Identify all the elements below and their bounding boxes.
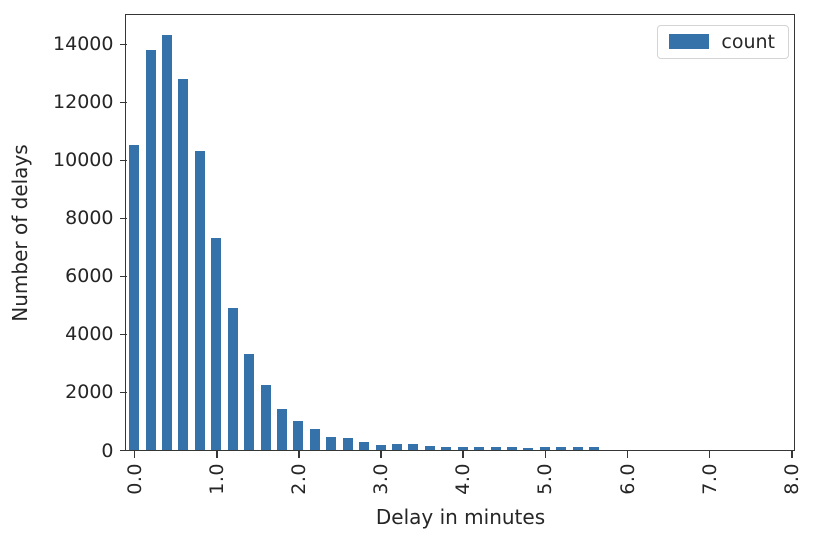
- bar: [227, 307, 238, 450]
- x-axis-label: Delay in minutes: [375, 505, 546, 529]
- x-tick-label: 5.0: [534, 462, 557, 495]
- bar: [506, 447, 517, 450]
- bar: [178, 78, 189, 450]
- bar: [441, 447, 452, 450]
- y-tick-label: 2000: [65, 381, 114, 404]
- legend-label: count: [721, 30, 775, 53]
- y-tick-mark: [119, 275, 127, 278]
- y-tick-label: 10000: [53, 149, 114, 172]
- bar: [523, 447, 534, 450]
- y-tick-mark: [119, 101, 127, 104]
- y-tick-label: 14000: [53, 33, 114, 56]
- bar: [244, 354, 255, 450]
- x-tick-mark: [133, 450, 136, 458]
- x-tick-label: 0.0: [123, 462, 146, 495]
- legend: count: [657, 24, 789, 59]
- y-tick-mark: [119, 449, 127, 452]
- x-tick-mark: [216, 450, 218, 458]
- bar: [457, 447, 468, 450]
- bar: [556, 447, 567, 450]
- x-tick-mark: [298, 450, 300, 458]
- plot-area: count: [125, 13, 795, 451]
- bar: [145, 49, 156, 450]
- bar: [391, 443, 402, 450]
- bar: [408, 443, 419, 450]
- legend-swatch-icon: [669, 34, 710, 49]
- y-tick-label: 0: [101, 439, 114, 462]
- bar: [211, 238, 222, 450]
- bar: [161, 35, 172, 450]
- x-tick-label: 1.0: [205, 462, 228, 495]
- bar: [359, 442, 370, 450]
- bar: [293, 421, 304, 450]
- bars-layer: [126, 15, 794, 450]
- x-tick-label: 2.0: [287, 462, 310, 495]
- y-tick-mark: [119, 217, 127, 220]
- x-tick-label: 6.0: [616, 462, 639, 495]
- y-tick-label: 4000: [65, 323, 114, 346]
- bar: [375, 444, 386, 450]
- y-tick-label: 6000: [65, 265, 114, 288]
- bar: [260, 384, 271, 450]
- x-tick-label: 8.0: [780, 462, 803, 495]
- x-tick-label: 4.0: [452, 462, 475, 495]
- bar: [129, 145, 140, 450]
- x-tick-mark: [708, 450, 711, 458]
- y-tick-label: 8000: [65, 207, 114, 230]
- y-tick-label: 12000: [53, 91, 114, 114]
- x-tick-mark: [462, 450, 464, 458]
- bar: [342, 438, 353, 450]
- bar: [424, 446, 435, 450]
- x-tick-label: 3.0: [370, 462, 393, 495]
- x-tick-mark: [626, 450, 629, 458]
- bar: [276, 409, 287, 450]
- y-tick-mark: [119, 333, 127, 336]
- x-tick-mark: [791, 450, 793, 458]
- bar: [326, 436, 337, 450]
- bar: [539, 447, 550, 450]
- bar: [309, 429, 320, 450]
- bar: [572, 447, 583, 450]
- y-axis-label: Number of delays: [8, 144, 32, 322]
- y-tick-mark: [119, 159, 127, 162]
- bar: [474, 447, 485, 450]
- y-tick-mark: [119, 43, 127, 46]
- bar: [589, 447, 600, 450]
- y-tick-mark: [119, 391, 127, 394]
- x-tick-mark: [380, 450, 382, 458]
- bar: [490, 447, 501, 450]
- bar: [194, 151, 205, 450]
- x-tick-label: 7.0: [698, 462, 721, 495]
- x-tick-mark: [544, 450, 547, 458]
